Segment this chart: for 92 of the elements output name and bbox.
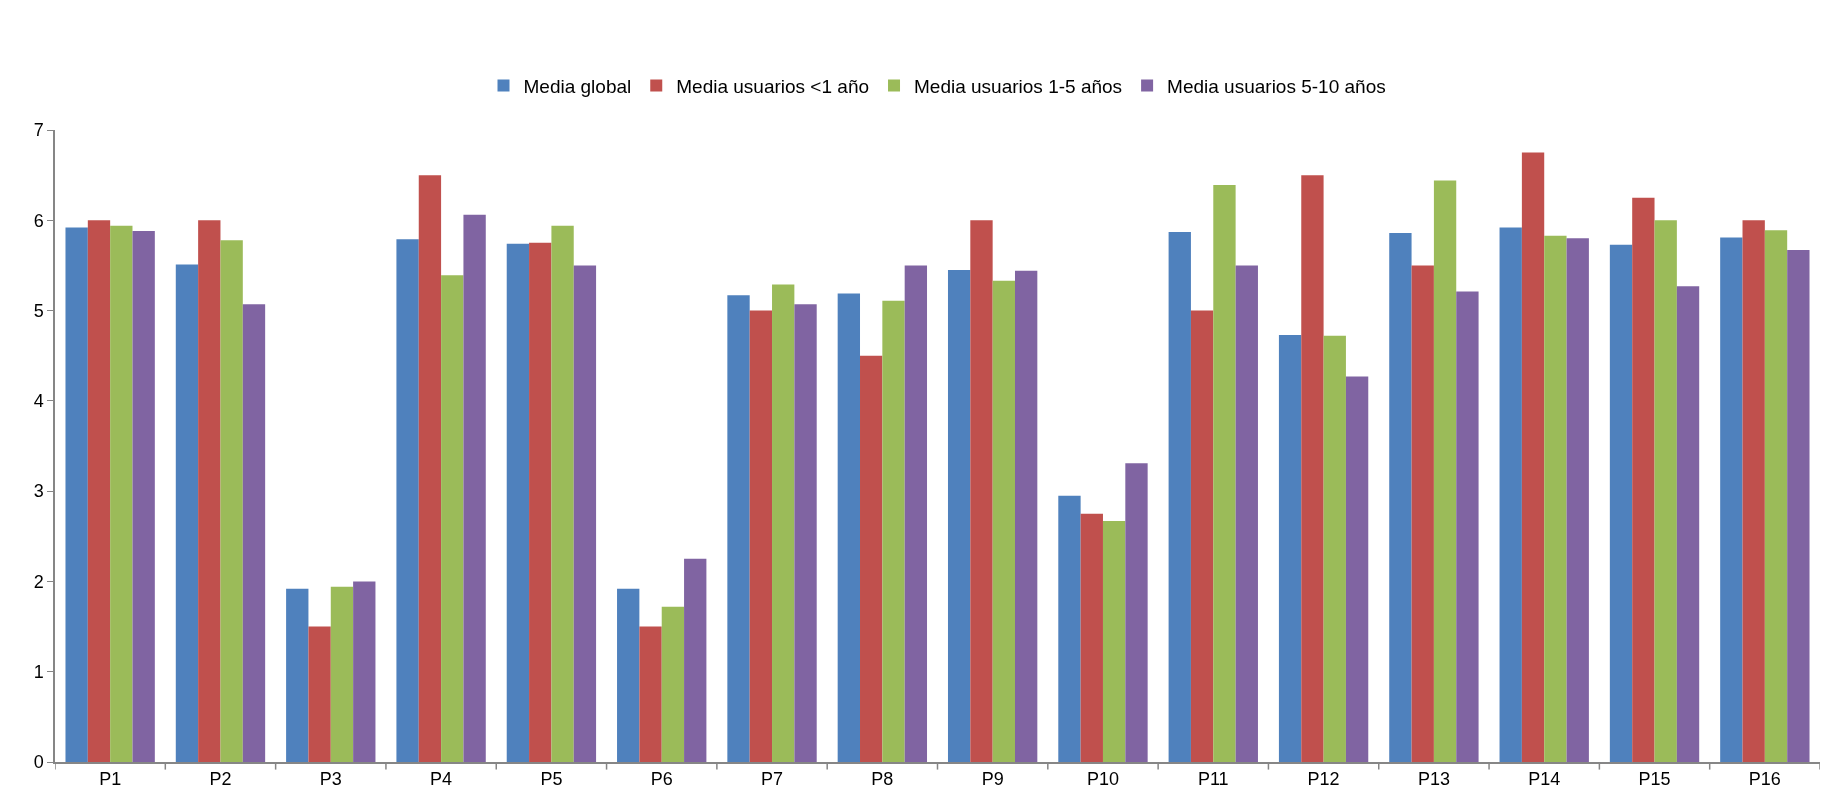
bar (904, 265, 928, 762)
bar (1102, 520, 1126, 762)
bar (794, 304, 817, 762)
x-tick-label: P6 (650, 769, 673, 790)
bar (330, 586, 354, 762)
y-tick-label: 0 (33, 752, 44, 773)
bar (418, 175, 442, 762)
bar (1787, 250, 1810, 762)
y-tick-label: 1 (33, 662, 44, 683)
x-tick-label: P2 (209, 769, 232, 790)
bar (1632, 197, 1655, 762)
x-tick-label: P3 (319, 769, 342, 790)
bar (308, 626, 331, 762)
bar (992, 280, 1015, 762)
bar (947, 269, 971, 762)
bar (198, 220, 221, 762)
bar (1676, 286, 1700, 762)
bar (639, 626, 662, 762)
bar (1566, 238, 1589, 762)
bar (661, 606, 685, 762)
y-tick-label: 2 (33, 571, 44, 592)
bar (837, 293, 861, 762)
bar (1411, 265, 1434, 762)
bar (1345, 376, 1369, 762)
bar (1456, 291, 1479, 762)
bar (749, 310, 773, 762)
bar (65, 227, 88, 762)
bar (175, 264, 199, 762)
y-tick-label: 3 (33, 481, 44, 502)
x-tick-label: P13 (1417, 769, 1450, 790)
y-tick-label: 4 (33, 391, 44, 412)
bar (1499, 227, 1522, 762)
x-tick-label: P7 (761, 769, 784, 790)
bar (1014, 270, 1038, 762)
bar (684, 558, 707, 762)
legend-label: Media usuarios 5-10 años (1167, 76, 1386, 98)
bar (110, 225, 133, 762)
bar (1521, 152, 1545, 762)
legend-label: Media usuarios 1-5 años (914, 76, 1123, 98)
bar (1323, 335, 1346, 762)
x-tick-label: P16 (1748, 769, 1781, 790)
bar (1168, 232, 1191, 762)
x-tick-label: P14 (1528, 769, 1561, 790)
bar (396, 239, 419, 762)
y-tick-label: 5 (33, 300, 44, 321)
bar (551, 225, 574, 762)
x-tick-label: P5 (540, 769, 563, 790)
bar (1190, 310, 1214, 762)
bar (1742, 220, 1765, 762)
x-tick-label: P4 (430, 769, 453, 790)
x-tick-label: P8 (871, 769, 894, 790)
bar (1213, 185, 1236, 762)
bar (286, 588, 309, 762)
bar (463, 214, 486, 762)
bar (441, 275, 464, 762)
bar (1278, 334, 1302, 762)
y-tick-label: 6 (33, 210, 44, 231)
bar (1609, 244, 1633, 762)
x-tick-label: P1 (99, 769, 122, 790)
bar (860, 355, 883, 762)
bar (970, 220, 993, 762)
x-tick-label: P15 (1638, 769, 1671, 790)
bar (506, 243, 530, 762)
bar (242, 304, 266, 762)
bar (529, 242, 552, 762)
bar (1720, 237, 1743, 762)
bar (87, 220, 111, 762)
bar (1058, 495, 1081, 762)
bar (1544, 235, 1567, 762)
bar (617, 588, 640, 762)
bar (1389, 232, 1412, 762)
bar (727, 295, 750, 762)
bar (882, 300, 905, 762)
legend-label: Media global (523, 76, 632, 98)
bar (1235, 265, 1258, 762)
bar (1125, 463, 1148, 762)
legend-label: Media usuarios <1 año (676, 76, 870, 98)
y-tick-label: 7 (33, 120, 44, 141)
bar (132, 231, 155, 762)
bar (1080, 513, 1103, 762)
bar (1433, 180, 1457, 762)
bar (1301, 175, 1324, 762)
bar (1654, 220, 1677, 762)
bar (573, 265, 597, 762)
x-tick-label: P10 (1086, 769, 1119, 790)
x-tick-label: P9 (981, 769, 1004, 790)
bar (1764, 230, 1788, 762)
bar (772, 284, 795, 762)
bar (220, 240, 243, 762)
bar (353, 581, 376, 762)
x-tick-label: P12 (1307, 769, 1340, 790)
x-tick-label: P11 (1197, 769, 1229, 790)
